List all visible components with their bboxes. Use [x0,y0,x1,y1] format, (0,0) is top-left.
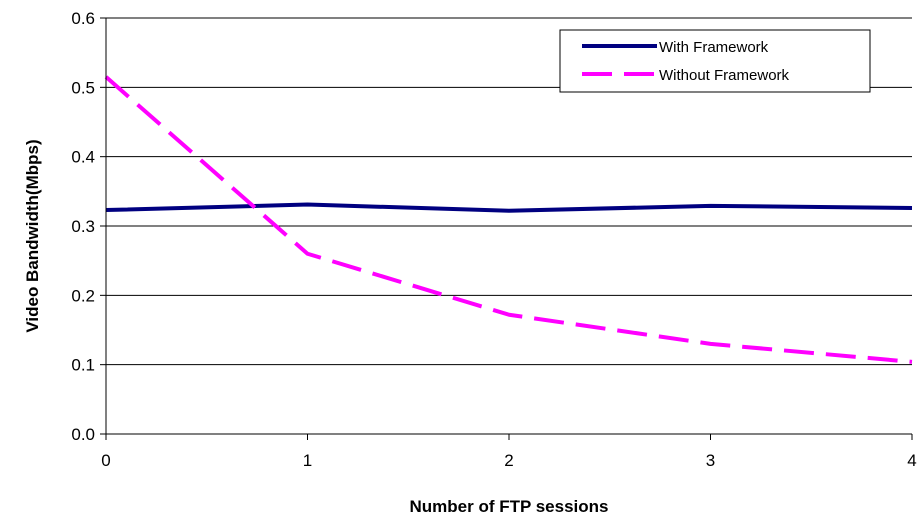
x-tick-label: 1 [303,451,312,470]
series-line-with-framework [105,202,913,213]
y-axis-title: Video Bandwidth(Mbps) [23,139,42,332]
gridlines [106,17,912,366]
x-tick-label: 4 [907,451,916,470]
series-line-without-framework [104,75,913,364]
y-tick-label: 0.6 [71,9,95,28]
y-tick-label: 0.2 [71,286,95,305]
x-axis-ticks: 0 1 2 3 4 [101,434,917,470]
legend: With Framework Without Framework [559,29,871,93]
x-tick-label: 0 [101,451,110,470]
y-tick-label: 0.3 [71,217,95,236]
y-tick-label: 0.1 [71,356,95,375]
legend-label-without-framework: Without Framework [659,67,790,84]
y-tick-label: 0.4 [71,148,95,167]
legend-label-with-framework: With Framework [659,39,769,56]
y-tick-label: 0.0 [71,425,95,444]
x-tick-label: 3 [706,451,715,470]
y-axis-ticks: 0.0 0.1 0.2 0.3 0.4 0.5 0.6 [71,9,106,444]
y-tick-label: 0.5 [71,78,95,97]
x-tick-label: 2 [504,451,513,470]
x-axis-title: Number of FTP sessions [409,497,608,516]
legend-box [559,29,871,93]
series-lines [104,75,913,364]
